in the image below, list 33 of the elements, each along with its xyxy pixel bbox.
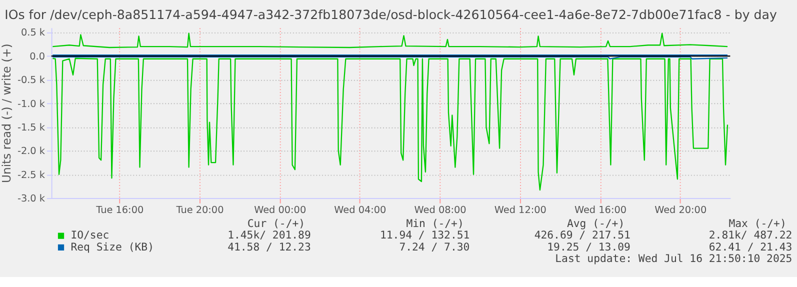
- text: 426.69 / 217.51: [534, 228, 630, 242]
- x-tick-label: Wed 04:00: [334, 205, 386, 216]
- y-tick-label: -1.5 k: [17, 122, 46, 134]
- text: 41.58 / 12.23: [228, 240, 311, 254]
- text: 7.24 / 7.30: [399, 240, 470, 254]
- text: 19.25 / 13.09: [547, 240, 630, 254]
- text: Max (-/+): [728, 217, 786, 230]
- x-tick-label: Tue 16:00: [95, 205, 144, 216]
- text: Last update: Wed Jul 16 21:50:10 2025: [555, 252, 792, 265]
- y-tick-label: -3.0 k: [17, 193, 46, 204]
- y-tick-label: 0.5 k: [20, 28, 46, 39]
- legend-label: IO/sec: [70, 228, 110, 242]
- x-tick-label: Wed 08:00: [414, 205, 466, 216]
- text: Cur (-/+): [247, 217, 306, 230]
- y-tick-label: 0.0: [30, 51, 46, 62]
- x-tick-label: Wed 12:00: [494, 205, 546, 216]
- text: Min (-/+): [406, 217, 464, 230]
- y-axis-title: Units read (-) / write (+): [0, 44, 14, 184]
- y-tick-label: -2.5 k: [17, 170, 46, 181]
- text: 62.41 / 21.43: [708, 240, 792, 254]
- y-tick-label: -1.0 k: [17, 98, 46, 110]
- x-tick-label: Wed 20:00: [654, 205, 707, 216]
- x-tick-label: Tue 20:00: [175, 205, 224, 216]
- text: 2.81k/ 487.22: [708, 228, 792, 242]
- y-tick-label: -2.0 k: [17, 146, 46, 158]
- legend-label: Req Size (KB): [70, 240, 154, 254]
- text: 11.94 / 132.51: [380, 228, 470, 242]
- chart-title: IOs for /dev/ceph-8a851174-a594-4947-a342-372fb18073de/osd-block-42610564-cee1-4a6e-8e72-7db00e71fac8 - by day: [4, 6, 778, 22]
- text: 1.45k/ 201.89: [228, 228, 311, 242]
- text: Avg (-/+): [566, 217, 625, 230]
- x-tick-label: Wed 16:00: [574, 205, 627, 216]
- y-tick-label: -0.5 k: [17, 75, 46, 86]
- x-tick-label: Wed 00:00: [254, 205, 306, 216]
